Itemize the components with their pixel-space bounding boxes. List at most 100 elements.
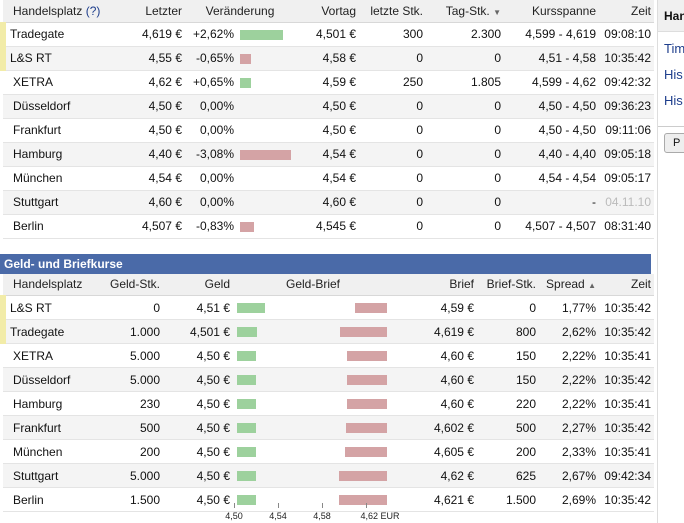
col-brief-stk[interactable]: Brief-Stk.	[477, 273, 539, 296]
quote-zeit: 10:35:42	[599, 487, 654, 512]
axis-tick-label: 4,54	[269, 511, 287, 521]
quote-venue-cell: L&S RT	[0, 295, 98, 320]
quote-geld-stk: 1.500	[98, 487, 163, 512]
axis-tick-label: 4,50	[225, 511, 243, 521]
col-letzte-stk[interactable]: letzte Stk.	[359, 0, 427, 23]
quote-venue-link[interactable]: Berlin	[13, 492, 44, 507]
trade-venue-link[interactable]: Frankfurt	[13, 123, 62, 137]
quote-venue-link[interactable]: XETRA	[13, 348, 54, 363]
quote-geld-brief-cell	[233, 463, 393, 488]
trade-tag-stk: 0	[426, 214, 505, 239]
col-letzter[interactable]: Letzter	[103, 0, 185, 23]
quote-venue-label: Tradegate	[10, 324, 65, 339]
sidebar-button[interactable]: P	[664, 133, 684, 153]
quotes-body: L&S RT 0 4,51 €4,59 €0 1,77% 10:35:42 Tradega…	[0, 295, 654, 512]
col-vortag[interactable]: Vortag	[295, 0, 360, 23]
quote-spread: 2,22%	[539, 391, 599, 416]
trade-venue-link[interactable]: Hamburg	[13, 147, 63, 161]
trade-venue-link[interactable]: München	[13, 171, 63, 185]
quote-venue-cell[interactable]: Hamburg	[3, 391, 98, 416]
sidebar-link-1[interactable]: Tim	[664, 41, 684, 56]
col-kursspanne[interactable]: Kursspanne	[504, 0, 600, 23]
trade-tag-stk: 2.300	[426, 22, 505, 47]
trade-change: 0,00%	[185, 94, 237, 119]
trade-venue-cell[interactable]: Düsseldorf	[3, 94, 103, 119]
quote-geld-bar	[237, 399, 256, 409]
quote-brief: 4,60 €	[393, 367, 477, 392]
help-icon[interactable]: (?)	[85, 3, 101, 18]
quote-brief: 4,619 €	[393, 319, 477, 344]
quote-zeit: 10:35:42	[599, 295, 654, 320]
col-veraenderung[interactable]: Veränderung	[185, 0, 296, 23]
quote-venue-cell[interactable]: München	[3, 439, 98, 464]
quote-venue-link[interactable]: Stuttgart	[13, 468, 59, 483]
quote-venue-cell[interactable]: Frankfurt	[3, 415, 98, 440]
sidebar-link-2[interactable]: His	[664, 67, 683, 82]
trades-row: Stuttgart 4,60 €0,00% 4,60 €0 0-04.11.10	[3, 190, 655, 215]
trade-kursspanne: 4,51 - 4,58	[504, 46, 600, 71]
trade-change-bar-cell	[237, 190, 296, 215]
trade-venue-cell[interactable]: Hamburg	[3, 142, 103, 167]
quote-brief-stk: 220	[477, 391, 539, 416]
quote-venue-link[interactable]: Frankfurt	[13, 420, 62, 435]
trade-venue-cell[interactable]: XETRA	[3, 70, 103, 95]
quote-venue-cell[interactable]: Stuttgart	[3, 463, 98, 488]
trades-row: Tradegate 4,619 € +2,62% 4,501 €300 2.300 4,5…	[0, 22, 655, 47]
trade-letzte-stk: 0	[359, 46, 427, 71]
col-q-zeit[interactable]: Zeit	[599, 273, 654, 296]
trade-tag-stk: 0	[426, 166, 505, 191]
col-handelsplatz[interactable]: Handelsplatz (?)	[3, 0, 103, 23]
quote-venue-cell[interactable]: Berlin	[3, 487, 98, 512]
col-q-handelsplatz[interactable]: Handelsplatz	[3, 273, 98, 296]
quote-geld: 4,501 €	[163, 319, 233, 344]
trade-venue-label: L&S RT	[10, 51, 52, 65]
quote-venue-link[interactable]: München	[13, 444, 63, 459]
trade-change-bar-cell	[237, 46, 296, 71]
col-geld-stk[interactable]: Geld-Stk.	[98, 273, 163, 296]
col-geld[interactable]: Geld	[163, 273, 233, 296]
trade-zeit: 09:08:10	[599, 22, 655, 47]
trades-body: Tradegate 4,619 € +2,62% 4,501 €300 2.300 4,5…	[0, 22, 655, 239]
trade-venue-cell[interactable]: Berlin	[3, 214, 103, 239]
quote-venue-cell[interactable]: Düsseldorf	[3, 367, 98, 392]
trade-vortag: 4,54 €	[295, 142, 360, 167]
trade-venue-link[interactable]: Berlin	[13, 219, 44, 233]
trade-venue-link[interactable]: XETRA	[13, 75, 54, 89]
trade-kursspanne: 4,40 - 4,40	[504, 142, 600, 167]
col-spread[interactable]: Spread ▲	[539, 273, 599, 296]
trade-venue-cell: Tradegate	[0, 22, 103, 47]
col-zeit[interactable]: Zeit	[599, 0, 655, 23]
trade-zeit: 09:05:18	[599, 142, 655, 167]
trade-zeit: 09:05:17	[599, 166, 655, 191]
trades-row: Frankfurt 4,50 €0,00% 4,50 €0 0 4,50 - 4,50 0…	[3, 118, 655, 143]
quote-geld-bar	[237, 351, 256, 361]
quote-brief: 4,621 €	[393, 487, 477, 512]
quote-brief-bar	[347, 375, 387, 385]
quote-geld: 4,50 €	[163, 391, 233, 416]
trade-venue-link[interactable]: Düsseldorf	[13, 99, 71, 113]
quote-row: L&S RT 0 4,51 €4,59 €0 1,77% 10:35:42	[0, 295, 654, 320]
trade-change-bar	[240, 53, 251, 64]
trade-venue-cell[interactable]: Frankfurt	[3, 118, 103, 143]
trade-venue-cell[interactable]: Stuttgart	[3, 190, 103, 215]
col-brief[interactable]: Brief	[393, 273, 477, 296]
axis-tick	[278, 503, 279, 508]
trade-change-bar-cell	[237, 70, 296, 95]
axis-tick-label: 4,62 EUR	[360, 511, 400, 521]
trade-vortag: 4,50 €	[295, 94, 360, 119]
quote-row: Berlin 1.500 4,50 €4,621 €1.500 2,69% 10:35:…	[3, 487, 654, 512]
quote-geld-brief-cell	[233, 343, 393, 368]
col-tag-stk[interactable]: Tag-Stk. ▼	[426, 0, 505, 23]
quote-venue-link[interactable]: Hamburg	[13, 396, 63, 411]
col-spread-label: Spread	[546, 277, 585, 292]
trades-row: L&S RT 4,55 € -0,65% 4,58 €0 0 4,51 - 4,58 10:…	[0, 46, 655, 71]
trade-venue-link[interactable]: Stuttgart	[13, 195, 59, 209]
trade-change: -0,65%	[185, 46, 237, 71]
trade-venue-cell[interactable]: München	[3, 166, 103, 191]
trade-tag-stk: 0	[426, 94, 505, 119]
quote-geld-stk: 5.000	[98, 343, 163, 368]
quote-venue-cell[interactable]: XETRA	[3, 343, 98, 368]
quote-geld-stk: 5.000	[98, 367, 163, 392]
sidebar-link-3[interactable]: His	[664, 93, 683, 108]
quote-venue-link[interactable]: Düsseldorf	[13, 372, 71, 387]
